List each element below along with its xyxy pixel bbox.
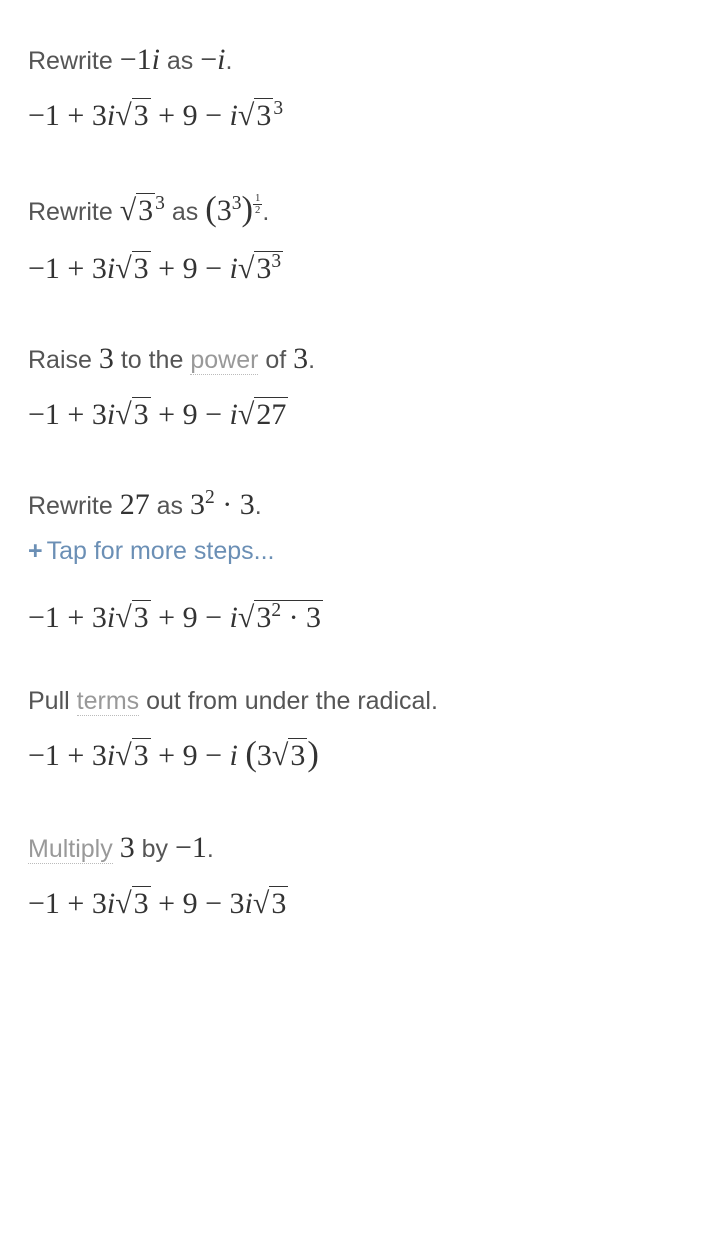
instruction-3: Raise 3 to the power of 3. bbox=[28, 335, 682, 383]
instruction-text: . bbox=[308, 346, 315, 374]
instruction-math: −i bbox=[200, 43, 225, 76]
tap-more-label: Tap for more steps... bbox=[47, 537, 275, 565]
instruction-4: Rewrite 27 as 32 · 3. bbox=[28, 481, 682, 529]
instruction-text: to the bbox=[114, 346, 190, 374]
instruction-math: (33)12 bbox=[205, 194, 262, 227]
expression-1: −1 + 3i√3 + 9 − i√33 bbox=[28, 92, 682, 140]
instruction-text bbox=[113, 835, 120, 863]
step-2: Rewrite √33 as (33)12. −1 + 3i√3 + 9 − i… bbox=[28, 182, 682, 293]
instruction-2: Rewrite √33 as (33)12. bbox=[28, 182, 682, 237]
instruction-text: Pull bbox=[28, 687, 77, 715]
instruction-math: 3 bbox=[99, 342, 114, 375]
step-4: Rewrite 27 as 32 · 3. +Tap for more step… bbox=[28, 481, 682, 642]
instruction-5: Pull terms out from under the radical. bbox=[28, 684, 682, 719]
instruction-math: −1 bbox=[175, 831, 207, 864]
instruction-text: . bbox=[262, 198, 269, 226]
instruction-text: . bbox=[207, 835, 214, 863]
instruction-text: as bbox=[165, 198, 205, 226]
instruction-text: . bbox=[226, 47, 233, 75]
step-1: Rewrite −1i as −i. −1 + 3i√3 + 9 − i√33 bbox=[28, 36, 682, 140]
expression-5: −1 + 3i√3 + 9 − i (3√3) bbox=[28, 727, 682, 782]
term-multiply[interactable]: Multiply bbox=[28, 835, 113, 864]
instruction-text: Rewrite bbox=[28, 492, 120, 520]
expression-3: −1 + 3i√3 + 9 − i√27 bbox=[28, 391, 682, 439]
instruction-text: of bbox=[258, 346, 293, 374]
instruction-text: out from under the radical. bbox=[139, 687, 438, 715]
plus-icon: + bbox=[28, 537, 43, 565]
step-6: Multiply 3 by −1. −1 + 3i√3 + 9 − 3i√3 bbox=[28, 824, 682, 928]
instruction-1: Rewrite −1i as −i. bbox=[28, 36, 682, 84]
instruction-text: by bbox=[135, 835, 175, 863]
instruction-6: Multiply 3 by −1. bbox=[28, 824, 682, 872]
expression-6: −1 + 3i√3 + 9 − 3i√3 bbox=[28, 880, 682, 928]
instruction-math: 3 bbox=[293, 342, 308, 375]
instruction-text: as bbox=[160, 47, 200, 75]
instruction-math: 3 bbox=[120, 831, 135, 864]
instruction-text: Rewrite bbox=[28, 47, 120, 75]
expression-2: −1 + 3i√3 + 9 − i√33 bbox=[28, 245, 682, 293]
instruction-text: Rewrite bbox=[28, 198, 120, 226]
term-terms[interactable]: terms bbox=[77, 687, 140, 716]
instruction-math: −1i bbox=[120, 43, 160, 76]
step-5: Pull terms out from under the radical. −… bbox=[28, 684, 682, 782]
instruction-math: √33 bbox=[120, 194, 165, 227]
instruction-text: . bbox=[255, 492, 262, 520]
tap-more-button[interactable]: +Tap for more steps... bbox=[28, 537, 682, 566]
term-power[interactable]: power bbox=[190, 346, 258, 375]
instruction-text: Raise bbox=[28, 346, 99, 374]
instruction-math: 27 bbox=[120, 488, 150, 521]
expression-4: −1 + 3i√3 + 9 − i√32 · 3 bbox=[28, 594, 682, 642]
step-3: Raise 3 to the power of 3. −1 + 3i√3 + 9… bbox=[28, 335, 682, 439]
instruction-math: 32 · 3 bbox=[190, 488, 255, 521]
instruction-text: as bbox=[150, 492, 190, 520]
